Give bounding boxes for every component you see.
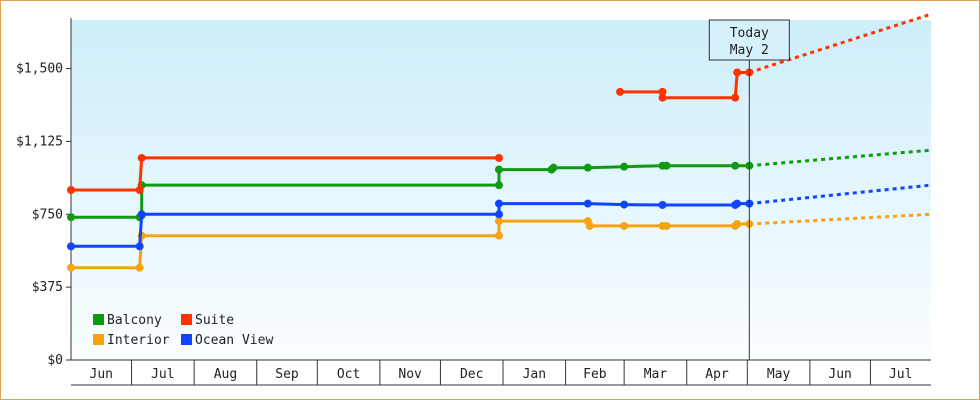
legend-swatch-ocean-view bbox=[181, 334, 192, 345]
x-axis: Jun Jul Aug Sep Oct Nov Dec Jan Feb Mar Apr May Jun J… bbox=[71, 359, 931, 386]
today-label: Today bbox=[730, 26, 769, 41]
y-tick-label: $750 bbox=[32, 207, 63, 222]
data-point-ocean-view bbox=[67, 242, 75, 251]
legend-label-balcony: Balcony bbox=[107, 313, 162, 328]
x-tick-label: Dec bbox=[460, 367, 483, 382]
x-tick-label: Oct bbox=[337, 367, 360, 382]
data-point-suite bbox=[731, 93, 740, 102]
data-point-balcony bbox=[67, 213, 75, 222]
y-tick-label: $1,500 bbox=[16, 62, 63, 77]
data-point-ocean-view bbox=[494, 199, 503, 208]
data-point-ocean-view bbox=[137, 210, 146, 219]
data-point-interior bbox=[494, 231, 503, 240]
data-point-suite bbox=[658, 93, 667, 102]
legend-label-interior: Interior bbox=[107, 333, 170, 348]
data-point-suite bbox=[135, 186, 144, 194]
plot-area bbox=[71, 20, 931, 360]
data-point-balcony bbox=[583, 163, 592, 172]
x-tick-label: Mar bbox=[644, 367, 668, 382]
x-tick-label: Jan bbox=[523, 367, 546, 382]
x-tick-label: Sep bbox=[275, 367, 299, 382]
data-point-balcony bbox=[494, 165, 503, 174]
legend-label-ocean-view: Ocean View bbox=[195, 333, 273, 348]
y-tick-label: $375 bbox=[32, 280, 63, 295]
data-point-suite bbox=[658, 87, 667, 96]
data-point-interior bbox=[135, 263, 144, 272]
data-point-balcony bbox=[731, 161, 740, 170]
legend-swatch-suite bbox=[181, 314, 192, 325]
x-tick-label: Aug bbox=[214, 367, 237, 382]
forecast-line-ocean-view bbox=[749, 183, 932, 206]
data-point-suite bbox=[733, 68, 742, 77]
x-tick-label: Jul bbox=[889, 367, 912, 382]
x-tick-label: Nov bbox=[398, 367, 422, 382]
data-point-balcony bbox=[549, 163, 558, 172]
legend-swatch-balcony bbox=[93, 314, 104, 325]
data-point-suite bbox=[137, 153, 146, 162]
series-line-suite bbox=[71, 156, 499, 192]
today-box bbox=[708, 19, 790, 61]
x-tick-label: Feb bbox=[583, 367, 607, 382]
data-point-ocean-view bbox=[658, 200, 667, 209]
data-point-ocean-view bbox=[733, 199, 742, 208]
legend: Balcony Suite Interior Ocean View bbox=[93, 313, 273, 348]
forecast-line-balcony bbox=[749, 148, 932, 168]
legend-label-suite: Suite bbox=[195, 313, 234, 328]
data-point-interior bbox=[662, 221, 671, 230]
data-point-interior bbox=[585, 221, 594, 230]
x-tick-label: Apr bbox=[705, 367, 729, 382]
x-tick-label: Jun bbox=[90, 367, 113, 382]
data-point-suite bbox=[67, 186, 75, 194]
y-axis: $0 $375 $750 $1,125 $1,500 bbox=[16, 18, 72, 368]
y-tick-label: $0 bbox=[47, 353, 63, 368]
data-point-suite bbox=[616, 87, 625, 96]
x-tick-label: May bbox=[767, 367, 791, 382]
data-point-interior bbox=[67, 263, 75, 272]
forecast-line-interior bbox=[749, 212, 932, 226]
data-point-interior bbox=[733, 220, 742, 228]
today-date-label: May 2 bbox=[730, 43, 769, 58]
x-tick-label: Jun bbox=[828, 367, 851, 382]
data-point-ocean-view bbox=[135, 242, 144, 251]
data-point-interior bbox=[620, 221, 629, 230]
data-point-ocean-view bbox=[620, 200, 629, 209]
data-point-ocean-view bbox=[583, 199, 592, 208]
data-point-ocean-view bbox=[494, 210, 503, 219]
data-point-interior bbox=[494, 217, 503, 226]
data-point-balcony bbox=[494, 181, 503, 190]
data-point-balcony bbox=[620, 162, 629, 171]
legend-swatch-interior bbox=[93, 334, 104, 345]
series-layer bbox=[67, 12, 932, 272]
data-point-balcony bbox=[662, 161, 671, 170]
y-tick-label: $1,125 bbox=[16, 134, 63, 149]
x-tick-label: Jul bbox=[151, 367, 174, 382]
today-marker: Today May 2 bbox=[708, 19, 790, 360]
data-point-suite bbox=[494, 153, 503, 162]
